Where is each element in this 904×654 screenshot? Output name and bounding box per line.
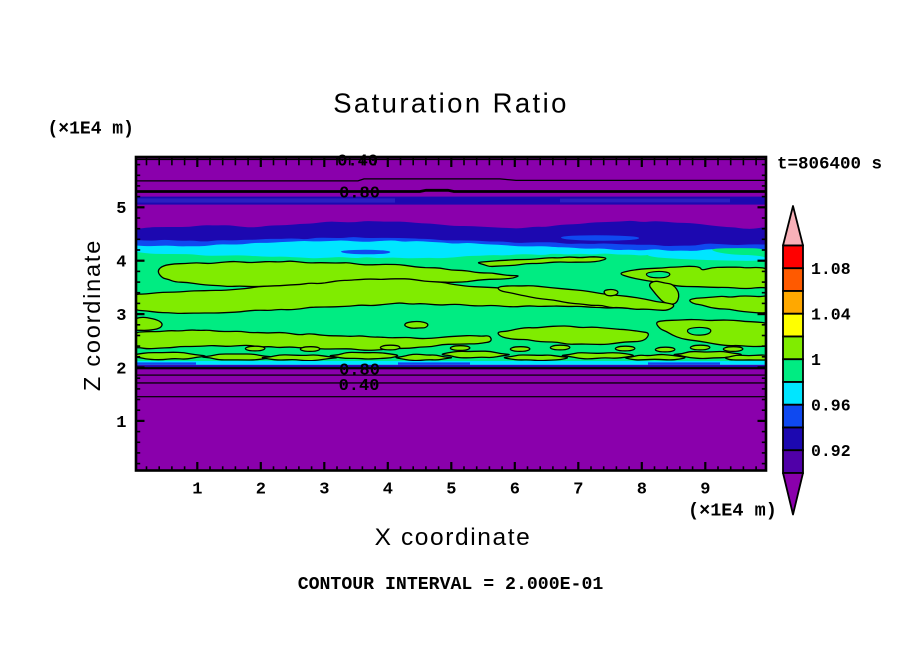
- svg-text:0.80: 0.80: [339, 184, 380, 203]
- svg-text:7: 7: [573, 481, 583, 500]
- svg-text:5: 5: [116, 200, 126, 219]
- svg-text:0.40: 0.40: [339, 377, 380, 396]
- svg-text:1: 1: [116, 414, 126, 433]
- svg-text:1: 1: [811, 351, 821, 370]
- svg-text:1: 1: [192, 481, 202, 500]
- svg-text:(×1E4 m): (×1E4 m): [48, 120, 134, 140]
- svg-text:8: 8: [637, 481, 647, 500]
- svg-text:Saturation Ratio: Saturation Ratio: [333, 88, 569, 119]
- svg-text:t=806400 s: t=806400 s: [777, 154, 882, 174]
- svg-text:CONTOUR INTERVAL = 2.000E-01: CONTOUR INTERVAL = 2.000E-01: [298, 575, 604, 595]
- svg-text:Z coordinate: Z coordinate: [79, 239, 105, 391]
- svg-text:(×1E4 m): (×1E4 m): [688, 501, 777, 522]
- svg-text:6: 6: [510, 481, 520, 500]
- svg-text:2: 2: [116, 360, 126, 379]
- svg-text:4: 4: [116, 254, 126, 273]
- svg-text:2: 2: [256, 481, 266, 500]
- svg-text:0.96: 0.96: [811, 396, 851, 415]
- svg-text:0.80: 0.80: [339, 361, 380, 380]
- svg-text:0.40: 0.40: [337, 152, 378, 171]
- svg-text:1.08: 1.08: [811, 260, 851, 279]
- svg-text:1.04: 1.04: [811, 305, 851, 324]
- svg-text:3: 3: [319, 481, 329, 500]
- svg-text:4: 4: [383, 481, 393, 500]
- svg-text:X coordinate: X coordinate: [375, 524, 532, 551]
- svg-text:3: 3: [116, 307, 126, 326]
- svg-text:9: 9: [700, 481, 710, 500]
- svg-text:0.92: 0.92: [811, 442, 851, 461]
- svg-text:5: 5: [446, 481, 456, 500]
